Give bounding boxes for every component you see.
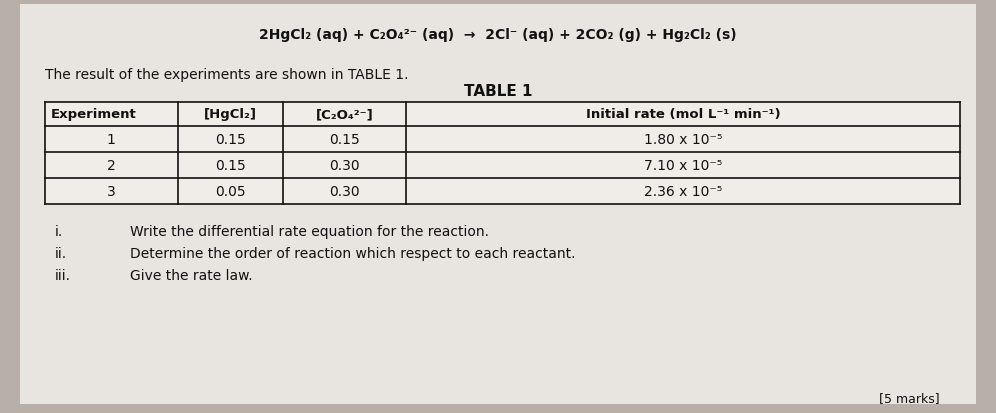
Text: 1.80 x 10⁻⁵: 1.80 x 10⁻⁵ (644, 133, 722, 147)
Text: TABLE 1: TABLE 1 (464, 84, 532, 99)
Text: 1: 1 (107, 133, 116, 147)
Text: iii.: iii. (55, 268, 71, 282)
Text: 0.15: 0.15 (215, 133, 246, 147)
Text: The result of the experiments are shown in TABLE 1.: The result of the experiments are shown … (45, 68, 408, 82)
Text: 0.30: 0.30 (330, 185, 360, 199)
Bar (45, 103, 960, 204)
Text: 0.15: 0.15 (215, 159, 246, 173)
Text: Give the rate law.: Give the rate law. (130, 268, 253, 282)
Text: Determine the order of reaction which respect to each reactant.: Determine the order of reaction which re… (130, 247, 576, 260)
Text: Experiment: Experiment (51, 108, 136, 121)
Text: 0.15: 0.15 (330, 133, 360, 147)
Text: 2HgCl₂ (aq) + C₂O₄²⁻ (aq)  →  2Cl⁻ (aq) + 2CO₂ (g) + Hg₂Cl₂ (s): 2HgCl₂ (aq) + C₂O₄²⁻ (aq) → 2Cl⁻ (aq) + … (259, 28, 737, 42)
Text: Initial rate (mol L⁻¹ min⁻¹): Initial rate (mol L⁻¹ min⁻¹) (586, 108, 781, 121)
Text: i.: i. (55, 224, 64, 238)
Text: [5 marks]: [5 marks] (879, 391, 940, 404)
Text: [C₂O₄²⁻]: [C₂O₄²⁻] (316, 108, 374, 121)
Text: 3: 3 (107, 185, 116, 199)
Text: 2: 2 (107, 159, 116, 173)
Text: 2.36 x 10⁻⁵: 2.36 x 10⁻⁵ (644, 185, 722, 199)
Text: 7.10 x 10⁻⁵: 7.10 x 10⁻⁵ (644, 159, 722, 173)
Text: 0.05: 0.05 (215, 185, 246, 199)
Text: [HgCl₂]: [HgCl₂] (204, 108, 257, 121)
Text: ii.: ii. (55, 247, 67, 260)
Text: Write the differential rate equation for the reaction.: Write the differential rate equation for… (130, 224, 489, 238)
Text: 0.30: 0.30 (330, 159, 360, 173)
